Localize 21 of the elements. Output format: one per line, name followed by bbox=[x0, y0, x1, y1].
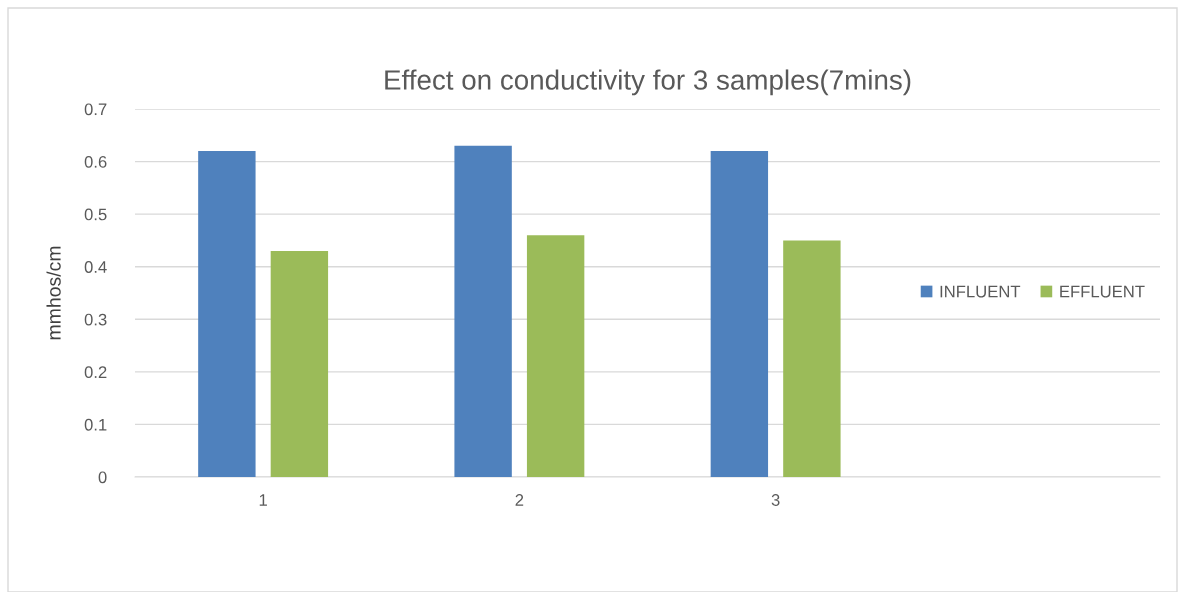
x-tick-label: 3 bbox=[771, 494, 780, 506]
y-tick-label: 0.4 bbox=[84, 261, 107, 273]
legend-label: INFLUENT bbox=[940, 285, 1021, 298]
y-tick-label: 0.7 bbox=[84, 103, 107, 116]
x-tick-label: 2 bbox=[515, 494, 524, 506]
legend-label: EFFLUENT bbox=[1060, 285, 1145, 298]
bar bbox=[710, 151, 769, 477]
y-tick-label: 0.2 bbox=[84, 366, 107, 379]
bar bbox=[526, 235, 585, 477]
y-tick-label: 0.5 bbox=[84, 208, 107, 221]
bar bbox=[454, 145, 512, 477]
chart-title: Effect on conductivity for 3 samples(7mins) bbox=[385, 69, 911, 96]
y-tick-label: 0.6 bbox=[84, 155, 107, 168]
y-tick-label: 0.3 bbox=[84, 313, 107, 326]
x-tick-label: 1 bbox=[259, 494, 267, 506]
bar bbox=[270, 250, 329, 477]
y-tick-label: 0 bbox=[98, 471, 107, 484]
y-axis-title: mmhos/cm bbox=[46, 246, 61, 340]
bar bbox=[198, 151, 256, 477]
bar bbox=[783, 240, 841, 477]
y-tick-label: 0.1 bbox=[84, 418, 107, 431]
